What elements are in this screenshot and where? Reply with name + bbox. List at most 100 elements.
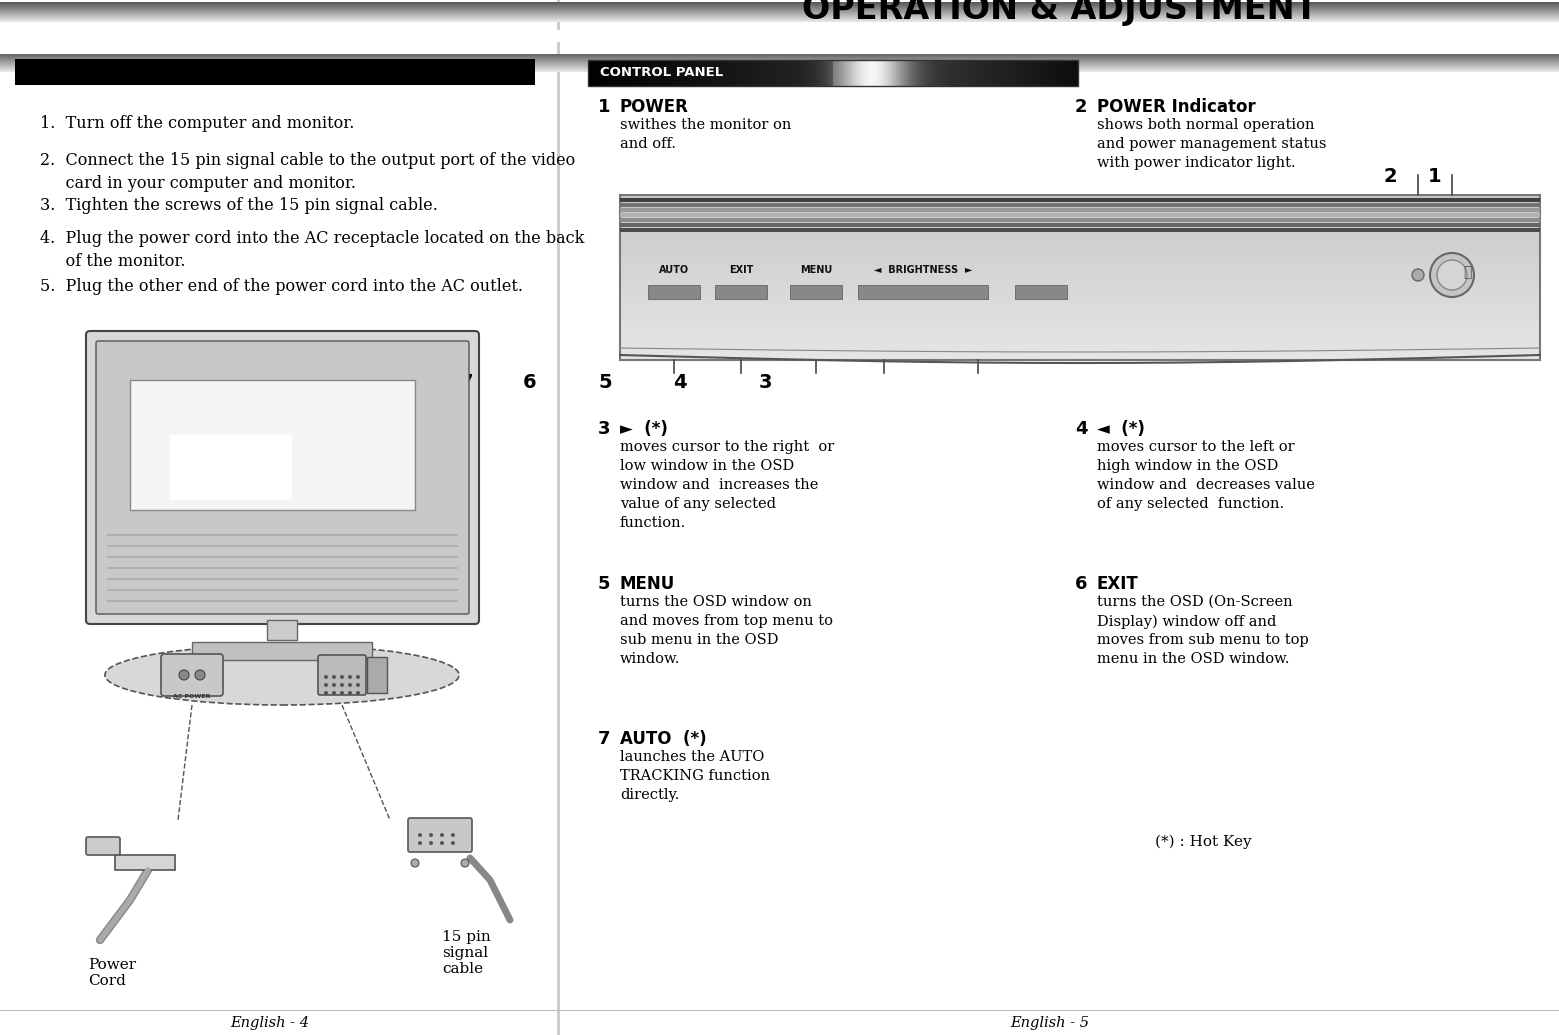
Text: AUTO  (*): AUTO (*) xyxy=(620,730,706,748)
Text: Power
Cord: Power Cord xyxy=(87,958,136,988)
Text: 1: 1 xyxy=(599,98,611,116)
Bar xyxy=(620,218,1540,221)
Circle shape xyxy=(348,675,352,679)
Circle shape xyxy=(451,841,455,845)
Bar xyxy=(620,195,1540,360)
Circle shape xyxy=(355,691,360,694)
Text: MENU: MENU xyxy=(800,265,833,275)
Text: ►  (*): ► (*) xyxy=(620,420,667,438)
Text: MENU: MENU xyxy=(620,575,675,593)
FancyBboxPatch shape xyxy=(318,655,366,694)
Bar xyxy=(790,285,842,299)
Text: CONNECTING THE 15 PIN SIGNAL CABLE AND POWER CORD: CONNECTING THE 15 PIN SIGNAL CABLE AND P… xyxy=(22,93,390,104)
Text: 5: 5 xyxy=(599,575,611,593)
Text: 6: 6 xyxy=(524,373,536,391)
Text: shows both normal operation
and power management status
with power indicator lig: shows both normal operation and power ma… xyxy=(1098,118,1327,170)
Text: EXIT: EXIT xyxy=(728,265,753,275)
Text: 7: 7 xyxy=(599,730,611,748)
Text: AC POWER: AC POWER xyxy=(173,694,210,700)
Circle shape xyxy=(340,675,345,679)
Bar xyxy=(0,30,1559,42)
Circle shape xyxy=(440,841,444,845)
Text: ◄  BRIGHTNESS  ►: ◄ BRIGHTNESS ► xyxy=(873,265,973,275)
FancyBboxPatch shape xyxy=(97,341,469,614)
Circle shape xyxy=(324,675,327,679)
Circle shape xyxy=(429,833,433,837)
Text: 4: 4 xyxy=(1076,420,1088,438)
Circle shape xyxy=(1412,269,1423,280)
Circle shape xyxy=(418,841,422,845)
Text: 15 pin
signal
cable: 15 pin signal cable xyxy=(443,930,491,976)
FancyBboxPatch shape xyxy=(161,654,223,696)
Bar xyxy=(170,435,292,500)
Text: 3: 3 xyxy=(599,420,611,438)
Text: 1: 1 xyxy=(1428,168,1442,186)
Text: POWER: POWER xyxy=(620,98,689,116)
Circle shape xyxy=(355,675,360,679)
Circle shape xyxy=(179,670,189,680)
Circle shape xyxy=(1437,260,1467,290)
Circle shape xyxy=(195,670,204,680)
Text: 4.  Plug the power cord into the AC receptacle located on the back
     of the m: 4. Plug the power cord into the AC recep… xyxy=(41,230,585,270)
Text: 2: 2 xyxy=(1076,98,1088,116)
Circle shape xyxy=(340,683,345,687)
Bar xyxy=(620,223,1540,227)
Bar xyxy=(192,642,373,660)
Bar xyxy=(129,380,415,510)
Ellipse shape xyxy=(104,645,458,705)
Text: POWER Indicator: POWER Indicator xyxy=(1098,98,1255,116)
Circle shape xyxy=(348,691,352,694)
Circle shape xyxy=(332,691,337,694)
Text: OPERATION & ADJUSTMENT: OPERATION & ADJUSTMENT xyxy=(803,0,1317,27)
Circle shape xyxy=(461,859,469,867)
Circle shape xyxy=(1430,253,1473,297)
Text: 7: 7 xyxy=(460,373,474,391)
Bar xyxy=(716,285,767,299)
Circle shape xyxy=(440,833,444,837)
Text: turns the OSD (On-Screen
Display) window off and
moves from sub menu to top
menu: turns the OSD (On-Screen Display) window… xyxy=(1098,595,1308,667)
Text: 1.  Turn off the computer and monitor.: 1. Turn off the computer and monitor. xyxy=(41,115,354,132)
Text: 6: 6 xyxy=(1076,575,1088,593)
Bar xyxy=(1015,285,1066,299)
Text: 4: 4 xyxy=(673,373,688,391)
Bar xyxy=(620,203,1540,207)
Text: CONTROL PANEL: CONTROL PANEL xyxy=(600,66,723,80)
FancyBboxPatch shape xyxy=(86,837,120,855)
FancyBboxPatch shape xyxy=(408,818,472,852)
Text: 3.  Tighten the screws of the 15 pin signal cable.: 3. Tighten the screws of the 15 pin sign… xyxy=(41,197,438,214)
Circle shape xyxy=(348,683,352,687)
Bar xyxy=(267,620,298,640)
Text: English - 4: English - 4 xyxy=(231,1016,310,1030)
Text: 2: 2 xyxy=(1383,168,1397,186)
Text: 3: 3 xyxy=(758,373,772,391)
Circle shape xyxy=(429,841,433,845)
Bar xyxy=(620,208,1540,212)
Bar xyxy=(366,657,387,693)
Circle shape xyxy=(412,859,419,867)
Circle shape xyxy=(340,691,345,694)
FancyBboxPatch shape xyxy=(86,331,479,624)
Bar xyxy=(588,60,1077,86)
Text: AUTO: AUTO xyxy=(659,265,689,275)
Circle shape xyxy=(324,691,327,694)
Circle shape xyxy=(332,675,337,679)
Bar xyxy=(620,198,1540,202)
Circle shape xyxy=(451,833,455,837)
Text: moves cursor to the left or
high window in the OSD
window and  decreases value
o: moves cursor to the left or high window … xyxy=(1098,440,1314,511)
Polygon shape xyxy=(115,855,175,870)
Bar xyxy=(16,59,535,85)
Circle shape xyxy=(355,683,360,687)
Text: 2.  Connect the 15 pin signal cable to the output port of the video
     card in: 2. Connect the 15 pin signal cable to th… xyxy=(41,152,575,193)
Bar xyxy=(620,213,1540,217)
Text: ◄  (*): ◄ (*) xyxy=(1098,420,1144,438)
Bar xyxy=(557,0,560,1035)
Bar xyxy=(649,285,700,299)
Text: launches the AUTO
TRACKING function
directly.: launches the AUTO TRACKING function dire… xyxy=(620,750,770,802)
Circle shape xyxy=(418,833,422,837)
Circle shape xyxy=(324,683,327,687)
Text: 5.  Plug the other end of the power cord into the AC outlet.: 5. Plug the other end of the power cord … xyxy=(41,278,522,295)
Text: moves cursor to the right  or
low window in the OSD
window and  increases the
va: moves cursor to the right or low window … xyxy=(620,440,834,530)
Bar xyxy=(857,285,988,299)
Circle shape xyxy=(332,683,337,687)
Text: EXIT: EXIT xyxy=(1098,575,1138,593)
